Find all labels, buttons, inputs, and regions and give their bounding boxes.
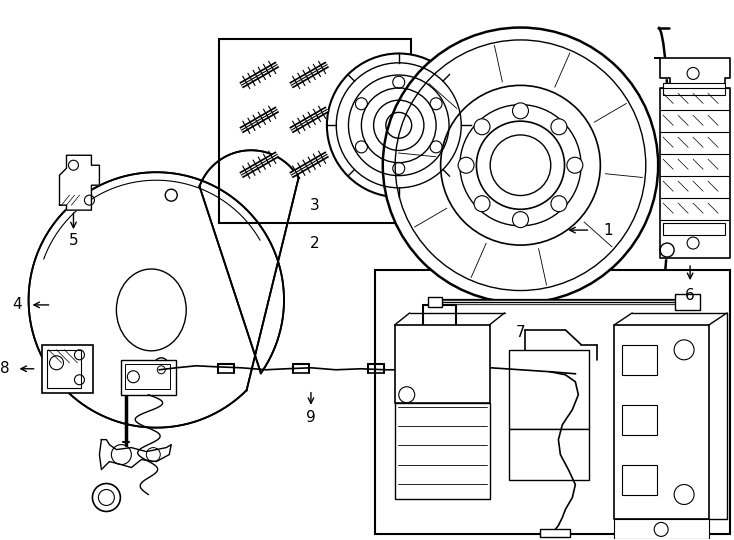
Bar — [46, 350, 81, 388]
Circle shape — [512, 212, 528, 227]
Bar — [622, 345, 657, 375]
Text: 2: 2 — [310, 235, 320, 251]
Circle shape — [512, 103, 528, 119]
Circle shape — [92, 483, 120, 511]
Circle shape — [551, 119, 567, 135]
Circle shape — [474, 119, 490, 135]
Bar — [509, 350, 589, 429]
Circle shape — [474, 195, 490, 212]
Text: 6: 6 — [686, 288, 695, 303]
Bar — [126, 364, 170, 389]
Text: 9: 9 — [306, 410, 316, 425]
Bar — [614, 519, 709, 539]
Bar — [375, 270, 730, 535]
Bar — [622, 404, 657, 435]
Bar — [42, 345, 93, 393]
Circle shape — [383, 28, 658, 303]
Bar — [663, 83, 725, 96]
Bar — [219, 38, 411, 223]
Polygon shape — [655, 58, 730, 258]
Bar — [428, 297, 442, 307]
Text: 5: 5 — [69, 233, 79, 247]
Bar — [675, 294, 700, 310]
Text: 3: 3 — [310, 198, 320, 213]
Circle shape — [567, 157, 583, 173]
Bar — [121, 360, 176, 395]
Bar — [395, 403, 490, 500]
Text: 4: 4 — [12, 298, 21, 313]
Bar — [622, 464, 657, 495]
Polygon shape — [59, 156, 99, 210]
Polygon shape — [99, 440, 171, 470]
Circle shape — [327, 53, 470, 197]
Circle shape — [458, 157, 474, 173]
Bar — [614, 325, 709, 519]
Bar — [540, 529, 570, 537]
Bar — [509, 429, 589, 480]
Bar — [395, 325, 490, 403]
Polygon shape — [29, 150, 299, 428]
Bar — [663, 223, 725, 235]
Text: 8: 8 — [0, 361, 10, 376]
Circle shape — [551, 195, 567, 212]
Text: 7: 7 — [516, 326, 526, 340]
Ellipse shape — [117, 269, 186, 351]
Text: 1: 1 — [603, 222, 613, 238]
